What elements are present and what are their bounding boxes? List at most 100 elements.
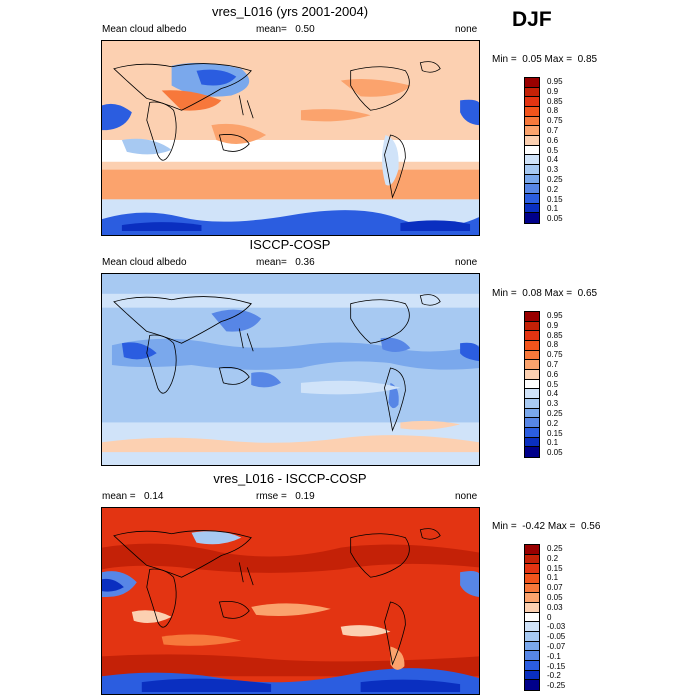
colorbar-swatch	[525, 97, 539, 107]
colorbar-swatch	[525, 651, 539, 661]
colorbar-tick-label: -0.25	[547, 681, 566, 691]
variable-label: Mean cloud albedo	[102, 257, 187, 268]
colorbar-tick-label: 0.05	[547, 214, 563, 224]
colorbar-tick-label: -0.03	[547, 622, 566, 632]
min-value: 0.05	[522, 54, 542, 65]
map-difference	[101, 507, 480, 695]
units-label: none	[455, 24, 478, 35]
colorbar-tick-label: 0.15	[547, 194, 563, 204]
colorbar-tick-label: 0.2	[547, 184, 559, 194]
colorbar-swatch	[525, 340, 539, 351]
colorbar-tick-label: 0.4	[547, 389, 559, 399]
colorbar-tick-label: 0.03	[547, 602, 563, 612]
map-field	[102, 274, 479, 465]
colorbar-tick-label: 0.6	[547, 369, 559, 379]
units-label: none	[455, 491, 478, 502]
colorbar-swatch	[525, 312, 539, 322]
colorbar-swatch	[525, 622, 539, 632]
max-label: Max =	[547, 521, 576, 532]
min-label: Min =	[492, 288, 517, 299]
mean-value: 0.14	[143, 491, 164, 502]
colorbar-swatch	[525, 350, 539, 361]
map-model	[101, 40, 480, 236]
units-label: none	[455, 257, 478, 268]
colorbar-swatch	[525, 164, 539, 175]
season-label: DJF	[512, 8, 552, 31]
colorbar-swatch	[525, 369, 539, 380]
variable-label: Mean cloud albedo	[102, 24, 187, 35]
panel-title: vres_L016 - ISCCP-COSP	[213, 471, 367, 486]
map-field	[102, 41, 479, 235]
colorbar-swatch	[525, 602, 539, 613]
min-label: Min =	[492, 521, 517, 532]
colorbar-swatch	[525, 145, 539, 156]
colorbar-tick-label: 0.75	[547, 350, 563, 360]
colorbar-swatch	[525, 398, 539, 409]
colorbar-tick-label: 0.15	[547, 563, 563, 573]
max-value: 0.56	[580, 521, 601, 532]
colorbar-tick-label: 0.1	[547, 438, 559, 448]
colorbar-swatch	[525, 641, 539, 652]
colorbar-swatch	[525, 631, 539, 642]
rmse-label: rmse =	[256, 491, 287, 502]
min-value: -0.42	[522, 521, 546, 532]
colorbar-swatch	[525, 116, 539, 127]
colorbar-tick-label: 0.95	[547, 76, 563, 86]
max-label: Max =	[544, 288, 573, 299]
colorbar-tick-label: -0.2	[547, 671, 561, 681]
colorbar-tick-label: 0.5	[547, 145, 559, 155]
colorbar-tick-label: 0.3	[547, 399, 559, 409]
colorbar-swatch	[525, 612, 539, 623]
rmse-value: 0.19	[295, 491, 315, 502]
colorbar-swatch	[525, 87, 539, 98]
colorbar-swatch	[525, 545, 539, 555]
colorbar-tick-label: 0.85	[547, 330, 563, 340]
colorbar-tick-label: 0.7	[547, 125, 559, 135]
colorbar-tick-label: 0.05	[547, 592, 563, 602]
panel-title: ISCCP-COSP	[249, 237, 331, 252]
colorbar-swatch	[525, 418, 539, 428]
colorbar-tick-label: 0.8	[547, 106, 559, 116]
min-label: Min =	[492, 54, 517, 65]
colorbar-swatch	[525, 203, 539, 214]
colorbar-tick-label: 0.9	[547, 86, 559, 96]
colorbar-tick-label: 0.3	[547, 165, 559, 175]
colorbar-swatch	[525, 408, 539, 419]
colorbar-swatch	[525, 135, 539, 146]
colorbar-tick-label: 0.8	[547, 340, 559, 350]
colorbar-swatch	[525, 573, 539, 584]
colorbar	[524, 77, 540, 224]
colorbar	[524, 544, 540, 691]
mean-stat: mean= 0.36	[256, 257, 315, 268]
colorbar-swatch	[525, 155, 539, 165]
colorbar-tick-label: 0.2	[547, 553, 559, 563]
colorbar-tick-label: 0.6	[547, 135, 559, 145]
colorbar-tick-label: 0.25	[547, 408, 563, 418]
rmse-stat: rmse = 0.19	[256, 491, 315, 502]
colorbar-tick-label: 0.95	[547, 310, 563, 320]
colorbar-swatch	[525, 184, 539, 194]
colorbar-swatch	[525, 321, 539, 332]
map-observation	[101, 273, 480, 466]
colorbar-swatch	[525, 126, 539, 136]
colorbar-tick-label: 0.4	[547, 155, 559, 165]
mean-label: mean=	[256, 257, 287, 268]
mean-value: 0.36	[295, 257, 315, 268]
colorbar-swatch	[525, 593, 539, 603]
colorbar-swatch	[525, 564, 539, 574]
colorbar-swatch	[525, 379, 539, 390]
colorbar-tick-label: 0.9	[547, 320, 559, 330]
colorbar-swatch	[525, 680, 539, 690]
min-max-readout: Min = -0.42 Max = 0.56	[492, 521, 600, 532]
colorbar-swatch	[525, 389, 539, 399]
colorbar-tick-label: -0.1	[547, 651, 561, 661]
mean-label: mean =	[102, 491, 136, 502]
colorbar-tick-label: 0.2	[547, 418, 559, 428]
colorbar-swatch	[525, 554, 539, 565]
map-field	[102, 508, 479, 694]
min-max-readout: Min = 0.05 Max = 0.85	[492, 54, 597, 65]
colorbar-swatch	[525, 360, 539, 370]
colorbar-tick-label: 0.25	[547, 174, 563, 184]
mean-stat: mean= 0.50	[256, 24, 315, 35]
min-value: 0.08	[522, 288, 542, 299]
